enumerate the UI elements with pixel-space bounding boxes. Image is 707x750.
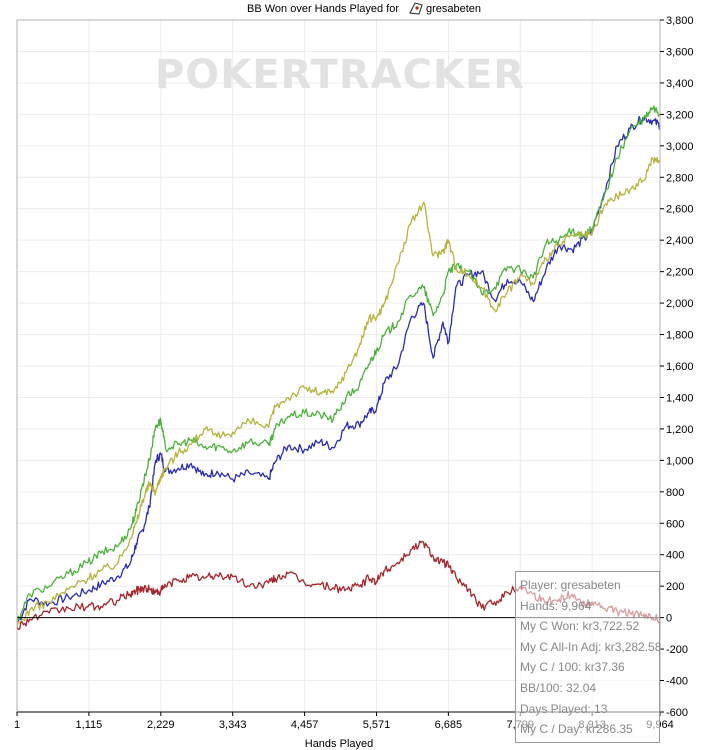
y-tick-label: 1,000	[666, 455, 694, 467]
y-tick-label: 3,800	[666, 15, 694, 27]
y-tick-label: 200	[666, 581, 684, 593]
y-tick-label: 400	[666, 550, 684, 562]
y-tick-label: 3,000	[666, 141, 694, 153]
info-days-played: Days Played: 13	[520, 701, 608, 716]
y-tick-label: 1,800	[666, 330, 694, 342]
x-tick-label: 4,457	[291, 719, 319, 731]
y-tick-label: 1,200	[666, 424, 694, 436]
x-axis-title: Hands Played	[305, 738, 374, 750]
series-line-3	[16, 156, 661, 628]
info-my-c-per-day: My C / Day: kr286.35	[520, 722, 633, 737]
y-tick-label: 2,200	[666, 267, 694, 279]
y-tick-label: 600	[666, 518, 684, 530]
y-tick-label: -600	[666, 707, 688, 719]
series-line-1	[16, 115, 661, 625]
y-tick-label: 2,800	[666, 172, 694, 184]
series-lines	[16, 105, 661, 630]
y-tick-label: 1,400	[666, 392, 694, 404]
chart-title-prefix: BB Won over Hands Played for	[247, 3, 399, 15]
player-stats-box: Player: gresabeten Hands: 9,964 My C Won…	[515, 571, 662, 743]
info-bb-per-100: BB/100: 32.04	[520, 680, 597, 695]
x-tick-label: 1	[14, 719, 20, 731]
info-my-c-allin-adj: My C All-In Adj: kr3,282.58	[520, 639, 662, 654]
y-tick-label: 0	[666, 613, 672, 625]
info-hands: Hands: 9,964	[520, 598, 592, 613]
y-tick-label: 3,600	[666, 46, 694, 58]
y-tick-label: 3,400	[666, 78, 694, 90]
y-tick-label: 1,600	[666, 361, 694, 373]
y-tick-label: 800	[666, 487, 684, 499]
y-axis-ticks: -600 -400 -200 0 200 400 600 800 1,000 1,200 1,400…	[660, 15, 694, 719]
pokertracker-watermark: POKERTRACKER	[155, 52, 525, 98]
x-tick-label: 1,115	[76, 719, 103, 731]
info-player: Player: gresabeten	[520, 578, 621, 592]
x-tick-label: 3,343	[219, 719, 247, 731]
player-poker-icon	[409, 2, 423, 15]
x-tick-label: 2,229	[147, 719, 175, 731]
info-my-c-per-100: My C / 100: kr37.36	[520, 660, 625, 675]
x-tick-label: 6,685	[435, 719, 463, 731]
series-line-2	[16, 105, 661, 621]
info-my-c-won: My C Won: kr3,722.52	[520, 619, 640, 634]
x-tick-label: 5,571	[363, 719, 391, 731]
y-tick-label: -400	[666, 676, 688, 688]
y-tick-label: 2,600	[666, 204, 694, 216]
y-tick-label: 3,200	[666, 109, 694, 121]
chart-title-player: gresabeten	[426, 3, 481, 15]
y-tick-label: 2,400	[666, 235, 694, 247]
y-tick-label: 2,000	[666, 298, 694, 310]
y-tick-label: -200	[666, 644, 688, 656]
